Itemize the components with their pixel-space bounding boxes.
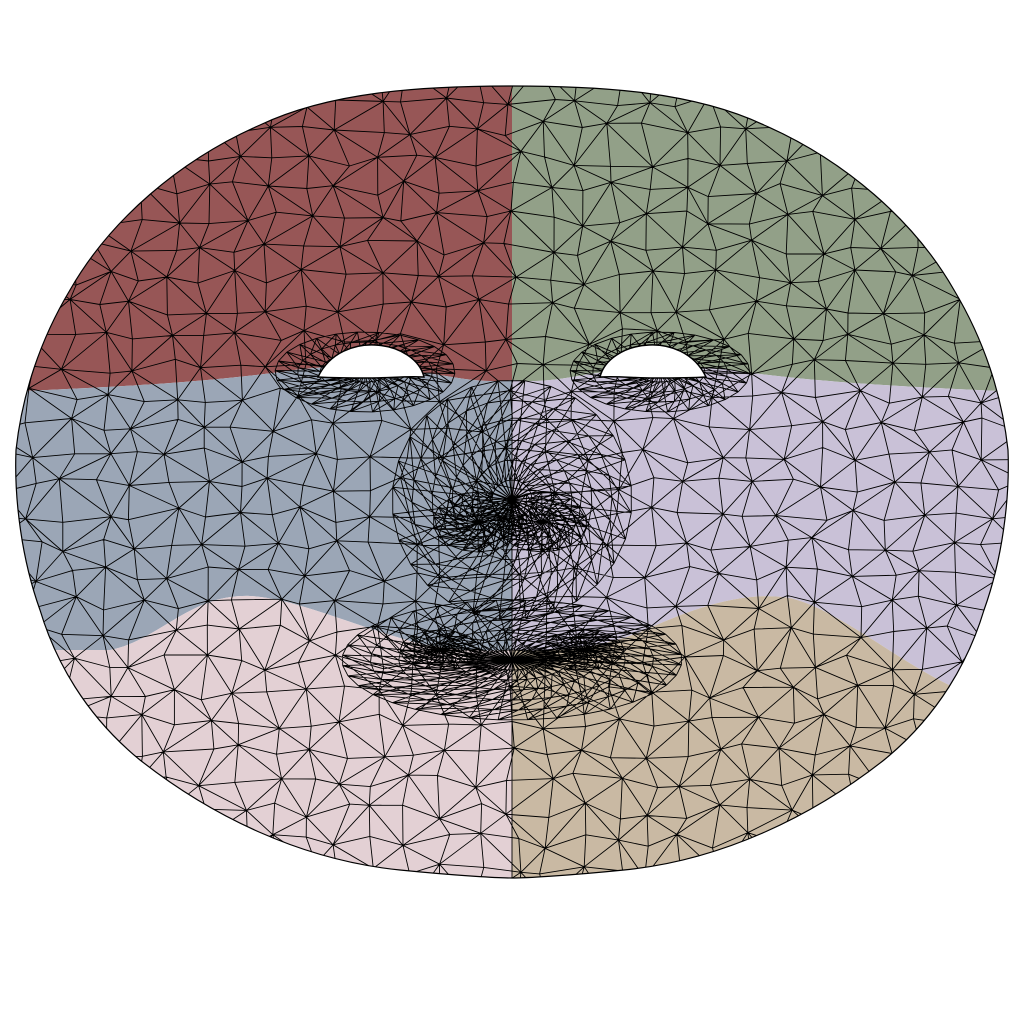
region-jaw-mouth-right xyxy=(15,595,512,878)
right-eye-opening xyxy=(316,344,425,379)
region-forehead-left xyxy=(512,86,1009,392)
left-eye-opening xyxy=(599,344,708,379)
face-outline xyxy=(15,85,1009,879)
face-openings xyxy=(316,344,708,379)
region-jaw-mouth-left xyxy=(512,596,1009,878)
